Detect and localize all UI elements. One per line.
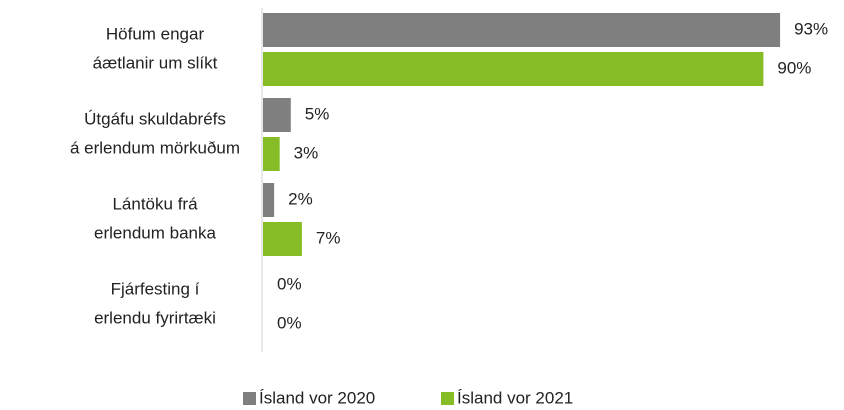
bar: [263, 52, 764, 86]
category-label: Útgáfu skuldabréfs: [84, 109, 226, 128]
bar: [263, 222, 302, 256]
category-label: Lántöku frá: [112, 194, 198, 213]
value-label: 7%: [316, 228, 341, 247]
category-label: áætlanir um slíkt: [93, 53, 218, 72]
bar: [263, 183, 275, 217]
value-label: 2%: [288, 189, 313, 208]
value-label: 93%: [794, 19, 828, 38]
category-label: Höfum engar: [106, 24, 205, 43]
value-label: 3%: [294, 143, 319, 162]
category-label: Fjárfesting í: [111, 279, 200, 298]
category-label: erlendu fyrirtæki: [94, 308, 216, 327]
value-label: 0%: [277, 313, 302, 332]
category-label: á erlendum mörkuðum: [70, 138, 240, 157]
value-label: 90%: [777, 58, 811, 77]
value-label: 5%: [305, 104, 330, 123]
bar: [263, 98, 291, 132]
legend-swatch: [243, 392, 256, 405]
bar: [263, 137, 280, 171]
legend-label: Ísland vor 2020: [259, 388, 375, 407]
bar: [263, 13, 781, 47]
legend-swatch: [441, 392, 454, 405]
value-label: 0%: [277, 274, 302, 293]
category-label: erlendum banka: [94, 223, 216, 242]
legend-label: Ísland vor 2021: [457, 388, 573, 407]
